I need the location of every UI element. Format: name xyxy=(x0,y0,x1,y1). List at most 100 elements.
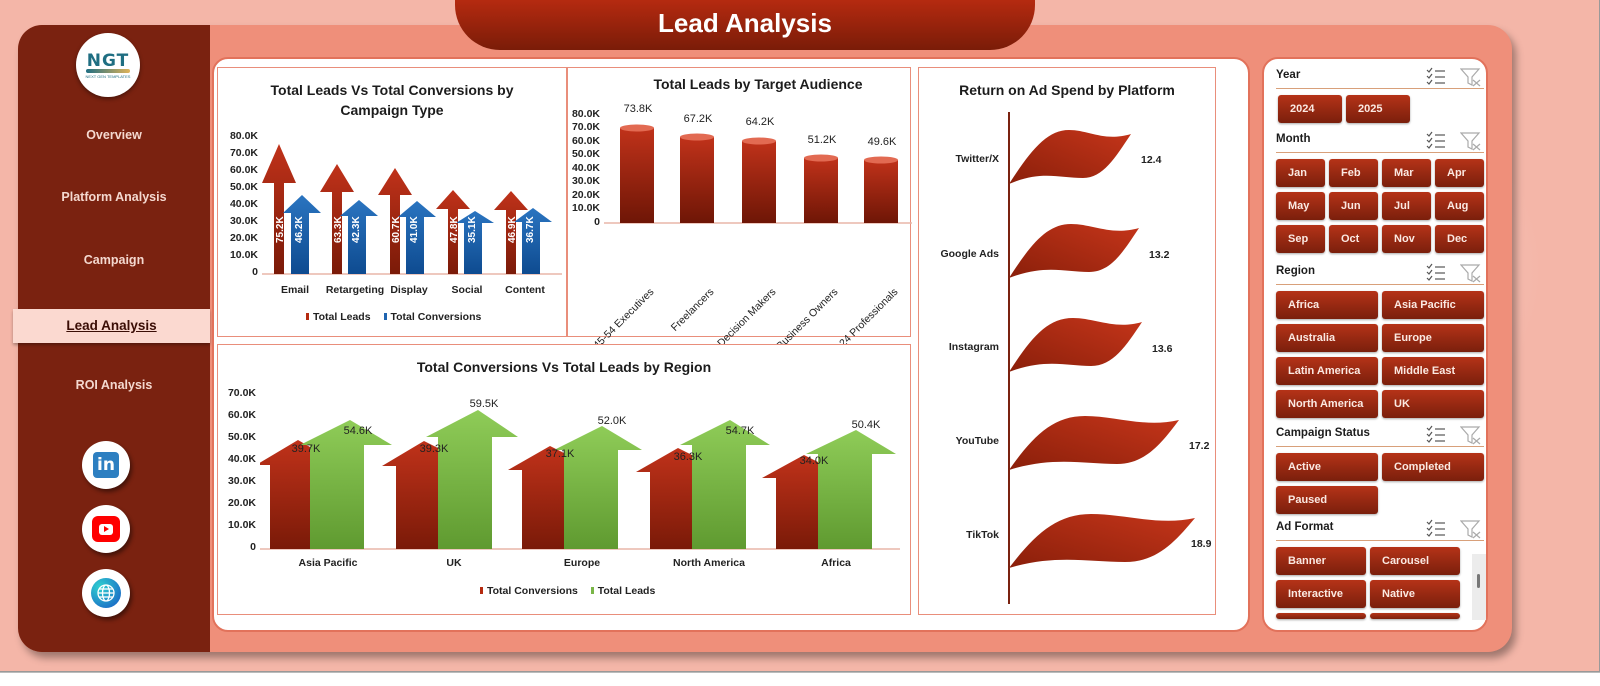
data-label: 39.3K xyxy=(419,443,449,455)
y-tick: 50.0K xyxy=(227,431,256,443)
sheet-bottom-strip xyxy=(0,672,1600,686)
multi-select-icon[interactable] xyxy=(1426,425,1446,443)
x-tick: Social xyxy=(451,284,483,296)
y-tick: 20.0K xyxy=(571,189,600,201)
slicer-item-europe[interactable]: Europe xyxy=(1382,324,1484,352)
slicer-item-jan[interactable]: Jan xyxy=(1276,159,1325,187)
filter-panel: Year 2024 2025 Month Jan Feb Mar Apr May… xyxy=(1262,57,1488,632)
slicer-item-mar[interactable]: Mar xyxy=(1382,159,1431,187)
slicer-item-jun[interactable]: Jun xyxy=(1329,192,1378,220)
slicer-item-sep[interactable]: Sep xyxy=(1276,225,1325,253)
chart-roas-by-platform[interactable]: Return on Ad Spend by Platform Twitter/X… xyxy=(918,67,1216,615)
clear-filter-icon[interactable] xyxy=(1460,67,1482,87)
slicer-item-africa[interactable]: Africa xyxy=(1276,291,1378,319)
data-label: 73.8K xyxy=(623,103,653,115)
nav-roi-analysis[interactable]: ROI Analysis xyxy=(75,378,153,392)
slicer-item-native[interactable]: Native xyxy=(1370,580,1460,608)
slicer-item-2024[interactable]: 2024 xyxy=(1278,95,1342,123)
x-tick: Display xyxy=(390,284,428,296)
slicer-item-partial[interactable] xyxy=(1370,613,1460,619)
slicer-item-apr[interactable]: Apr xyxy=(1435,159,1484,187)
nav-overview[interactable]: Overview xyxy=(86,128,142,142)
x-tick: Content xyxy=(505,284,545,296)
campaign-arrow-bars xyxy=(262,144,562,275)
website-button[interactable] xyxy=(82,569,130,617)
youtube-button[interactable] xyxy=(82,505,130,553)
slicer-item-feb[interactable]: Feb xyxy=(1329,159,1378,187)
data-label: 46.9K xyxy=(507,216,518,243)
legend-swatch-conversions xyxy=(480,587,483,594)
y-tick: 0 xyxy=(252,266,258,278)
slicer-item-partial[interactable] xyxy=(1276,613,1366,619)
nav-lead-analysis[interactable]: Lead Analysis xyxy=(13,309,210,343)
y-tick: 50.0K xyxy=(571,148,600,160)
ad-format-scrollbar[interactable] xyxy=(1472,554,1486,620)
multi-select-icon[interactable] xyxy=(1426,131,1446,149)
y-tick: 70.0K xyxy=(227,387,256,399)
slicer-item-aug[interactable]: Aug xyxy=(1435,192,1484,220)
multi-select-icon[interactable] xyxy=(1426,519,1446,537)
slicer-item-banner[interactable]: Banner xyxy=(1276,547,1366,575)
slicer-item-carousel[interactable]: Carousel xyxy=(1370,547,1460,575)
clear-filter-icon[interactable] xyxy=(1460,519,1482,539)
legend-label: Total Conversions xyxy=(487,585,578,597)
nav-campaign[interactable]: Campaign xyxy=(83,253,145,267)
slicer-item-2025[interactable]: 2025 xyxy=(1346,95,1410,123)
chart-conversions-vs-leads-region[interactable]: Total Conversions Vs Total Leads by Regi… xyxy=(217,344,911,615)
legend-label: Total Leads xyxy=(597,585,656,597)
chart-leads-vs-conversions-campaign[interactable]: Total Leads Vs Total Conversions by Camp… xyxy=(217,67,567,337)
slicer-item-active[interactable]: Active xyxy=(1276,453,1378,481)
y-tick: 70.0K xyxy=(571,121,600,133)
slicer-item-uk[interactable]: UK xyxy=(1382,390,1484,418)
audience-cylinder-bars xyxy=(604,124,912,224)
slicer-item-asia-pacific[interactable]: Asia Pacific xyxy=(1382,291,1484,319)
chart-title: Total Leads by Target Audience xyxy=(653,76,863,92)
data-label: 67.2K xyxy=(683,113,713,125)
globe-icon xyxy=(91,578,121,608)
slicer-item-interactive[interactable]: Interactive xyxy=(1276,580,1366,608)
charts-panel: Total Leads Vs Total Conversions by Camp… xyxy=(212,57,1250,632)
slicer-item-australia[interactable]: Australia xyxy=(1276,324,1378,352)
slicer-item-paused[interactable]: Paused xyxy=(1276,486,1378,514)
x-tick: Europe xyxy=(563,557,601,569)
slicer-ad-format-header: Ad Format xyxy=(1276,517,1484,541)
clear-filter-icon[interactable] xyxy=(1460,425,1482,445)
logo-subtext: NEXT GEN TEMPLATES xyxy=(85,74,131,79)
y-tick: 20.0K xyxy=(227,497,256,509)
sidebar: NGT NEXT GEN TEMPLATES Overview Platform… xyxy=(13,25,210,652)
y-tick: 50.0K xyxy=(229,181,258,193)
slicer-item-completed[interactable]: Completed xyxy=(1382,453,1484,481)
y-tick: 60.0K xyxy=(227,409,256,421)
chart-title: Return on Ad Spend by Platform xyxy=(959,82,1175,98)
data-label: 42.3K xyxy=(351,216,362,243)
slicer-item-north-america[interactable]: North America xyxy=(1276,390,1378,418)
y-tick: 40.0K xyxy=(227,453,256,465)
data-label: 54.6K xyxy=(343,425,373,437)
data-label: 59.5K xyxy=(469,398,499,410)
data-label: 46.2K xyxy=(294,216,305,243)
y-tick: 80.0K xyxy=(571,108,600,120)
slicer-item-latin-america[interactable]: Latin America xyxy=(1276,357,1378,385)
slicer-item-middle-east[interactable]: Middle East xyxy=(1382,357,1484,385)
multi-select-icon[interactable] xyxy=(1426,67,1446,85)
nav-platform-analysis[interactable]: Platform Analysis xyxy=(61,190,167,204)
linkedin-button[interactable]: in xyxy=(82,441,130,489)
scrollbar-thumb[interactable] xyxy=(1477,574,1480,588)
data-label: 36.3K xyxy=(673,451,703,463)
slicer-item-oct[interactable]: Oct xyxy=(1329,225,1378,253)
slicer-item-jul[interactable]: Jul xyxy=(1382,192,1431,220)
data-label: 12.4 xyxy=(1141,154,1162,166)
clear-filter-icon[interactable] xyxy=(1460,263,1482,283)
slicer-item-may[interactable]: May xyxy=(1276,192,1325,220)
slicer-item-dec[interactable]: Dec xyxy=(1435,225,1484,253)
ngt-logo[interactable]: NGT NEXT GEN TEMPLATES xyxy=(76,33,140,97)
data-label: 75.2K xyxy=(275,216,286,243)
data-label: 37.1K xyxy=(545,448,575,460)
multi-select-icon[interactable] xyxy=(1426,263,1446,281)
clear-filter-icon[interactable] xyxy=(1460,131,1482,151)
slicer-item-nov[interactable]: Nov xyxy=(1382,225,1431,253)
chart-leads-by-target-audience[interactable]: Total Leads by Target Audience 80.0K 70.… xyxy=(567,67,912,373)
data-label: 60.7K xyxy=(391,216,402,243)
slicer-title: Month xyxy=(1276,133,1311,145)
y-tick: 80.0K xyxy=(229,130,258,142)
